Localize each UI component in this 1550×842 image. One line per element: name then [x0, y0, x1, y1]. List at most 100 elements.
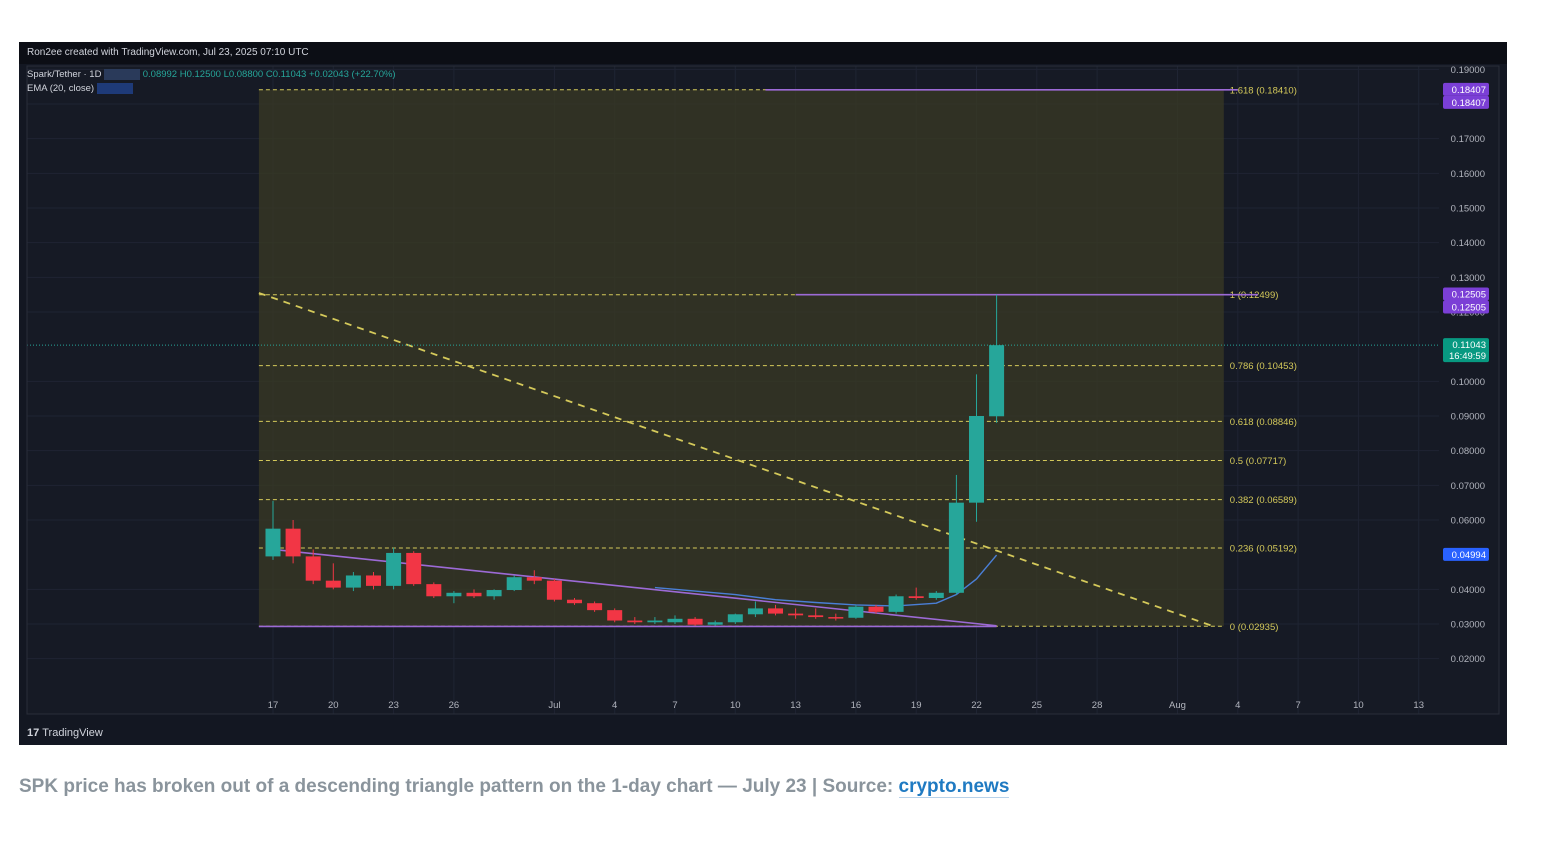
candle-body [647, 620, 663, 623]
candle-body [908, 596, 924, 598]
candle-body [627, 620, 643, 623]
x-tick-label: 20 [328, 700, 339, 711]
legend-ema-row: EMA (20, close) [27, 82, 396, 96]
x-tick-label: 25 [1032, 700, 1043, 711]
candle-body [426, 584, 442, 597]
y-tick-label: 0.08000 [1451, 446, 1485, 457]
candle-body [305, 556, 321, 581]
price-axis [1439, 66, 1499, 714]
candle-body [868, 606, 884, 612]
legend-redacted [104, 68, 141, 80]
candle-body [969, 416, 984, 503]
fib-level-label: 0 (0.02935) [1230, 622, 1279, 633]
candle-body [546, 580, 562, 600]
price-label-box [1443, 338, 1489, 363]
header-text: Ron2ee created with TradingView.com, Jul… [27, 47, 309, 58]
price-label-box [1443, 95, 1489, 109]
candle-body [667, 618, 683, 623]
fib-level-label: 1.618 (0.18410) [1230, 85, 1297, 96]
candle-body [446, 592, 462, 597]
candle-body [707, 622, 723, 625]
price-label-countdown: 16:49:59 [1449, 351, 1486, 362]
price-label-text: 0.18407 [1452, 98, 1486, 109]
candle-body [486, 590, 502, 597]
fib-level-label: 0.382 (0.06589) [1230, 495, 1297, 506]
y-tick-label: 0.02000 [1451, 654, 1485, 665]
x-tick-label: 13 [1413, 700, 1424, 711]
price-label-box [1443, 287, 1489, 301]
price-label-text: 0.11043 [1452, 340, 1486, 351]
y-tick-label: 0.13000 [1451, 273, 1485, 284]
y-tick-label: 0.10000 [1451, 377, 1485, 388]
price-chart[interactable]: 1.618 (0.18410) 1 (0.12499) 0.786 (0.10453… [19, 42, 1507, 745]
candle-body [325, 580, 341, 588]
price-label-box [1443, 547, 1489, 561]
legend-symbol: Spark/Tether · 1D [27, 69, 102, 80]
legend-close: C0.11043 [265, 69, 307, 80]
caption-source-link[interactable]: crypto.news [898, 776, 1010, 798]
y-tick-label: 0.14000 [1451, 238, 1485, 249]
x-tick-label: 7 [672, 700, 677, 711]
y-tick-label: 0.04000 [1451, 585, 1485, 596]
legend-ema-value [96, 82, 133, 94]
plot-border [26, 65, 1500, 715]
candle-body [366, 575, 381, 586]
y-tick-label: 0.09000 [1451, 412, 1485, 423]
legend-ema: EMA (20, close) [27, 83, 95, 94]
candle-body [727, 614, 743, 623]
caption-text: SPK price has broken out of a descending… [19, 776, 899, 797]
y-tick-label: 0.06000 [1451, 516, 1485, 527]
legend-change: +0.02043 (+22.70%) [308, 69, 396, 80]
price-label-box [1443, 300, 1489, 314]
x-tick-label: 23 [388, 700, 399, 711]
chart-header: Ron2ee created with TradingView.com, Jul… [19, 42, 1507, 64]
y-tick-label: 0.16000 [1451, 169, 1485, 180]
fib-level-label: 0.618 (0.08846) [1230, 417, 1297, 428]
tradingview-brand: TradingView [42, 727, 103, 739]
fib-level-label: 0.5 (0.07717) [1230, 456, 1287, 467]
candle-body [265, 528, 281, 557]
candle-body [345, 575, 361, 588]
candle-body [687, 618, 703, 625]
candle-body [747, 608, 763, 615]
fib-level-label: 0.236 (0.05192) [1230, 544, 1297, 555]
x-tick-label: 10 [1353, 700, 1364, 711]
candle-body [948, 502, 964, 593]
candle-body [466, 592, 482, 597]
candle-body [587, 603, 603, 611]
fib-level-label: 1 (0.12499) [1230, 290, 1279, 301]
x-tick-label: 19 [911, 700, 922, 711]
candle-body [406, 552, 422, 585]
legend-symbol-row: Spark/Tether · 1D 0.08992 H0.12500 L0.08… [27, 68, 396, 82]
price-label-text: 0.12505 [1452, 289, 1486, 300]
price-label-text: 0.18407 [1452, 85, 1486, 96]
price-label-text: 0.04994 [1452, 550, 1486, 561]
legend-low: L0.08800 [223, 69, 264, 80]
y-tick-label: 0.03000 [1451, 620, 1485, 631]
candle-body [989, 345, 1005, 417]
x-tick-label: 10 [730, 700, 741, 711]
legend-high: H0.12500 [179, 69, 221, 80]
candle-body [285, 528, 301, 557]
candle-body [848, 606, 864, 618]
legend-open: 0.08992 [142, 69, 178, 80]
tradingview-footer[interactable]: 17 TradingView [27, 727, 103, 739]
y-tick-label: 0.19000 [1451, 65, 1485, 76]
candle-body [506, 577, 522, 591]
candle-body [788, 613, 804, 616]
x-tick-label: 13 [790, 700, 801, 711]
candle-body [567, 599, 582, 604]
y-tick-label: 0.07000 [1451, 481, 1485, 492]
x-tick-label: 16 [851, 700, 862, 711]
fib-zone [258, 89, 1224, 627]
x-tick-label: 17 [268, 700, 279, 711]
x-tick-label: Aug [1169, 700, 1186, 711]
candle-body [828, 617, 844, 619]
figure-caption: SPK price has broken out of a descending… [19, 776, 1010, 798]
chart-legend: Spark/Tether · 1D 0.08992 H0.12500 L0.08… [27, 68, 396, 96]
price-label-text: 0.12505 [1452, 302, 1486, 313]
y-tick-label: 0.15000 [1451, 204, 1485, 215]
price-label-box [1443, 82, 1489, 96]
x-tick-label: 28 [1092, 700, 1103, 711]
x-tick-label: Jul [548, 700, 560, 711]
